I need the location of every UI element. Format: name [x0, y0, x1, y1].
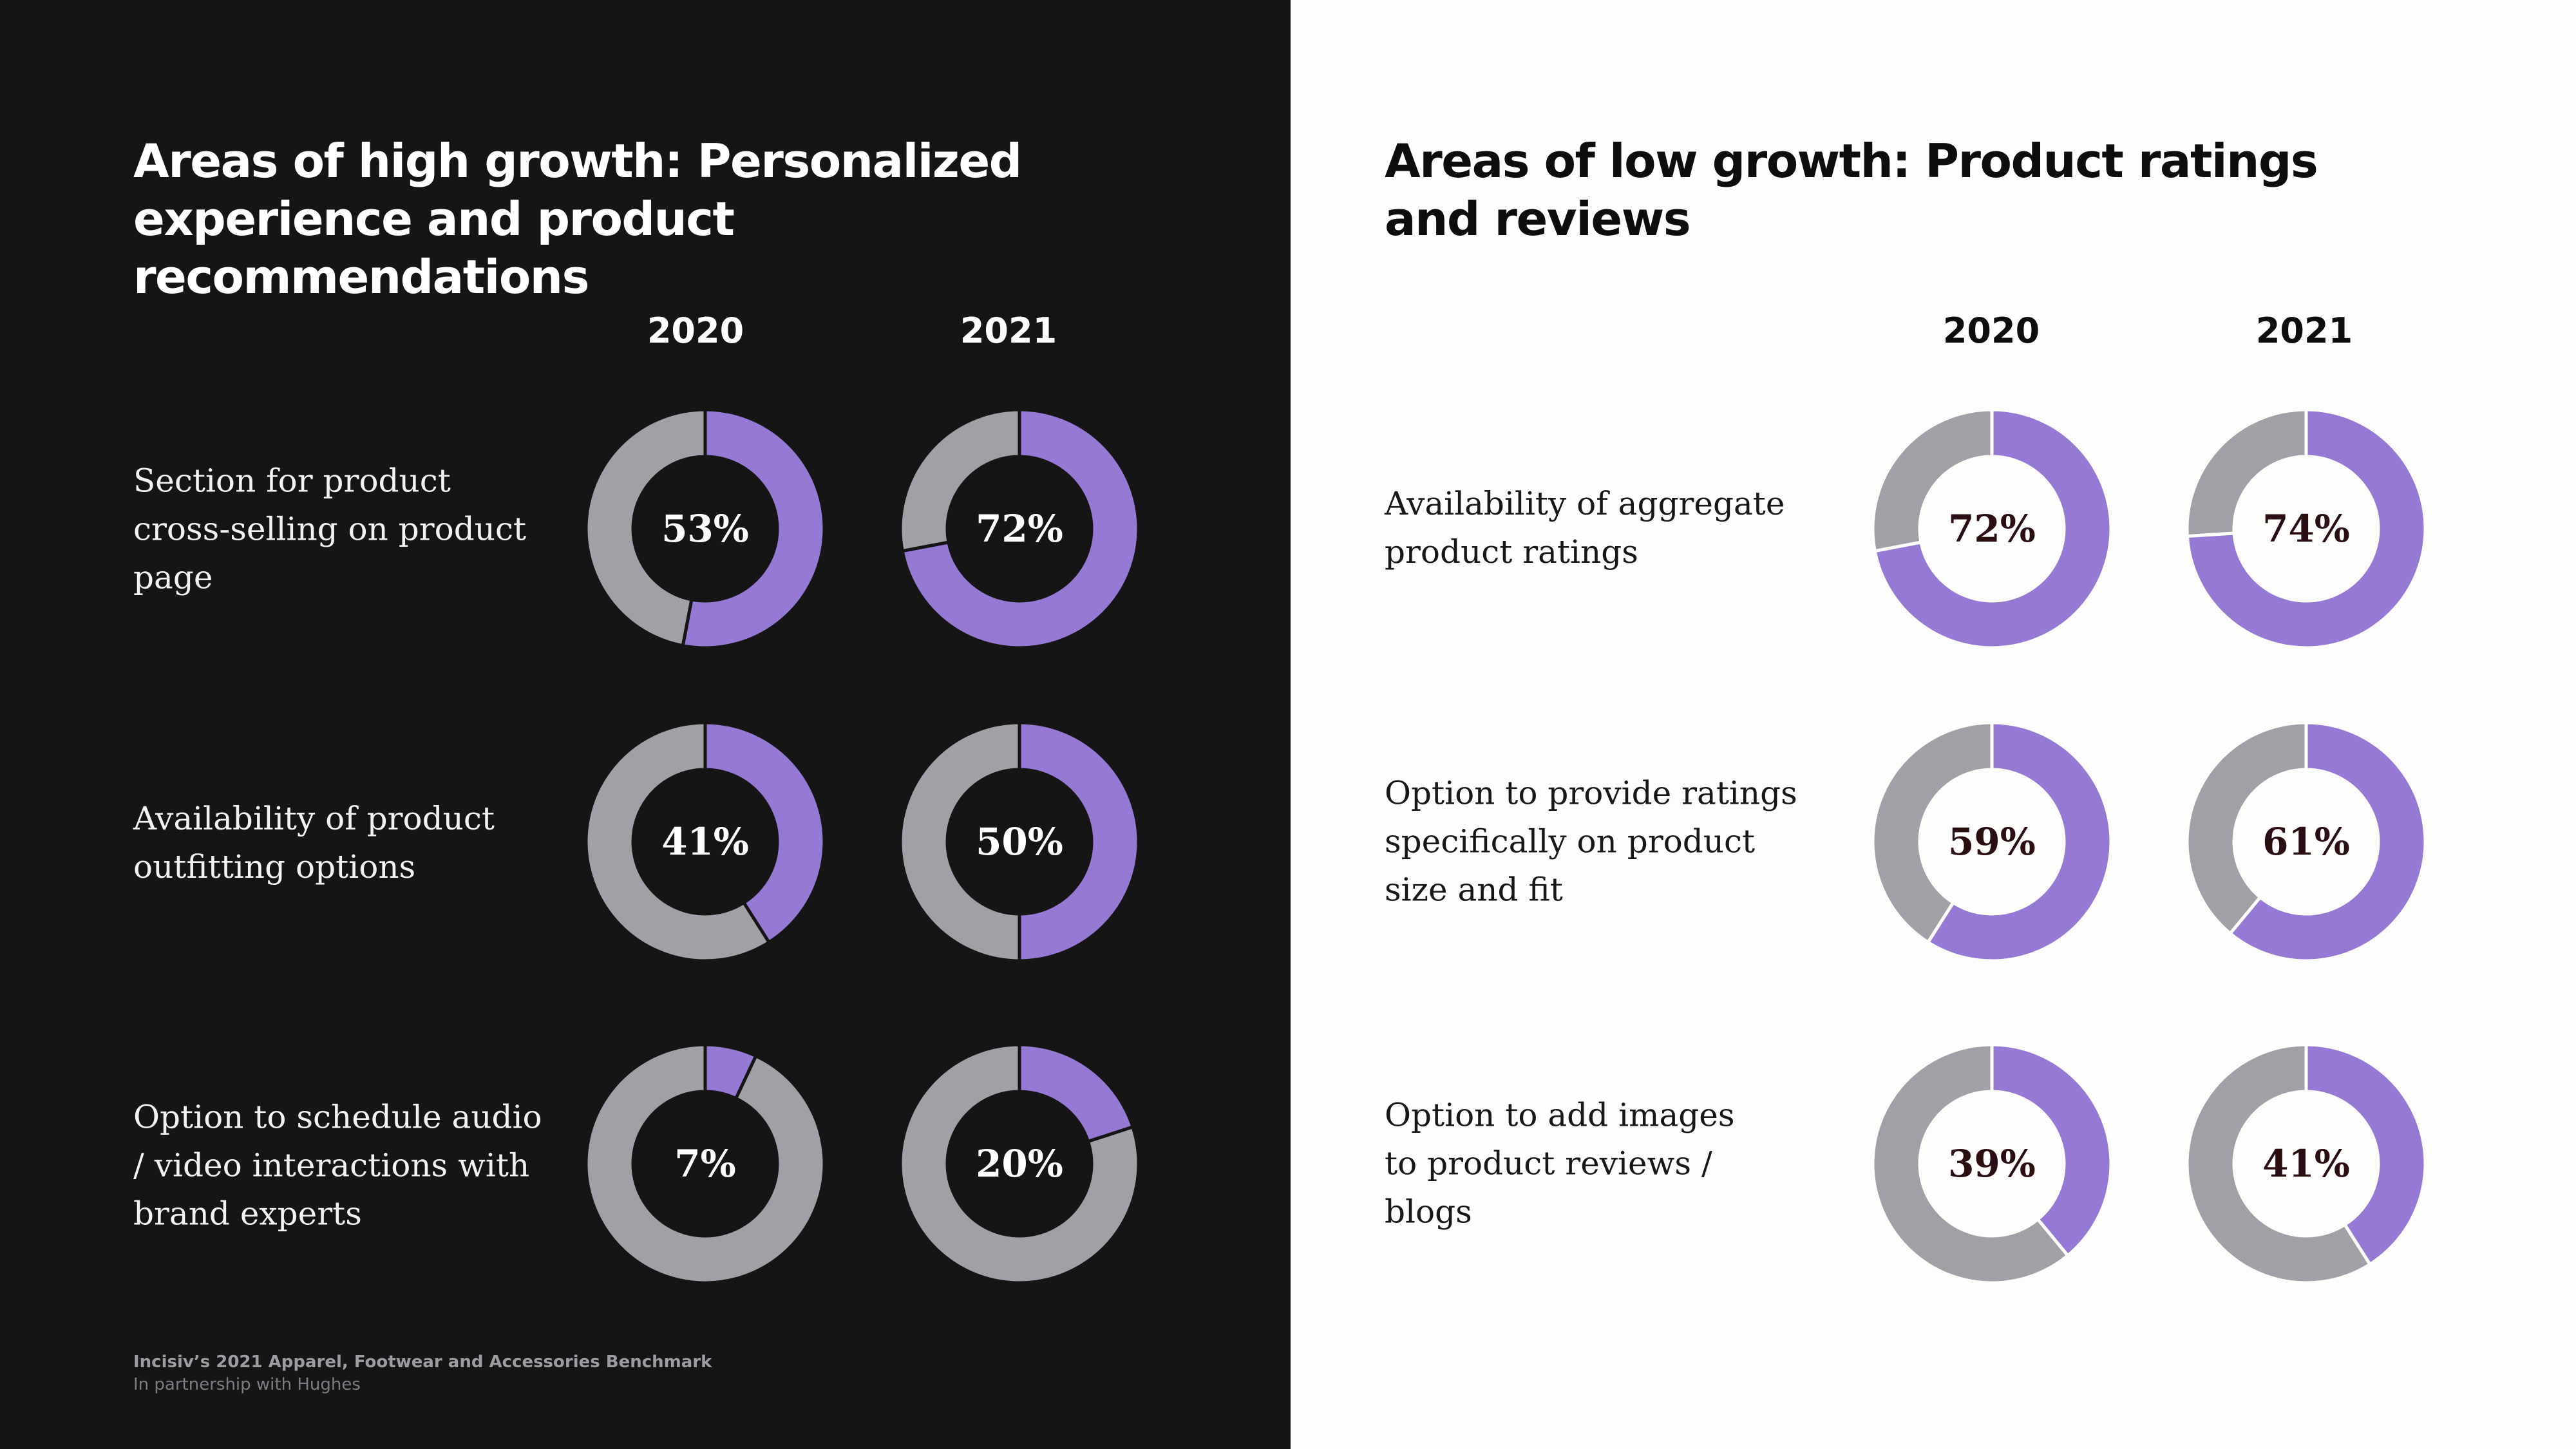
donut-value-label: 50%: [976, 820, 1063, 864]
donut-value-segment: [2304, 1043, 2427, 1267]
donut-value-label: 41%: [2262, 1142, 2350, 1186]
donut-ring: [1871, 408, 2113, 650]
donut-value-segment: [1873, 408, 2113, 650]
donut-chart: 39%: [1871, 1043, 2113, 1285]
donut-remainder-segment: [584, 721, 772, 963]
donut-ring: [2185, 721, 2427, 963]
donut-remainder-segment: [898, 408, 1021, 553]
donut-chart: 20%: [898, 1043, 1141, 1285]
donut-chart: 59%: [1871, 721, 2113, 963]
source-subtitle: In partnership with Hughes: [133, 1375, 361, 1394]
donut-value-segment: [2228, 721, 2427, 963]
donut-remainder-segment: [584, 1043, 826, 1285]
donut-ring: [1871, 721, 2113, 963]
donut-remainder-segment: [584, 408, 707, 648]
donut-ring: [584, 721, 826, 963]
low-growth-panel: Areas of low growth: Product ratings and…: [1291, 0, 2576, 1449]
high-growth-panel: Areas of high growth: Personalized exper…: [0, 0, 1291, 1449]
donut-value-label: 61%: [2262, 820, 2350, 864]
donut-remainder-segment: [898, 721, 1021, 963]
source-title: Incisiv’s 2021 Apparel, Footwear and Acc…: [133, 1352, 712, 1372]
donut-chart: 7%: [584, 1043, 826, 1285]
donut-chart: 53%: [584, 408, 826, 650]
donut-remainder-segment: [1871, 721, 1994, 945]
donut-ring: [1871, 1043, 2113, 1285]
donut-chart: 74%: [2185, 408, 2427, 650]
donut-remainder-segment: [1871, 1043, 2070, 1285]
donut-chart: 72%: [898, 408, 1141, 650]
donut-value-segment: [1018, 1043, 1135, 1144]
donut-value-segment: [681, 408, 826, 650]
donut-chart: 72%: [1871, 408, 2113, 650]
donut-value-segment: [1990, 1043, 2113, 1258]
row-label: Option to add images to product reviews …: [1385, 1096, 1735, 1231]
donut-remainder-segment: [1871, 408, 1994, 553]
column-header-2020: 2020: [1942, 310, 2040, 351]
donut-value-label: 72%: [1948, 507, 2036, 551]
row-label: Option to provide ratings specifically o…: [1385, 774, 1797, 909]
donut-ring: [898, 408, 1141, 650]
donut-value-segment: [1926, 721, 2113, 963]
donut-remainder-segment: [2185, 408, 2308, 538]
column-header-2020: 2020: [647, 310, 744, 351]
row-label: Availability of aggregate product rating…: [1385, 485, 1785, 571]
donut-remainder-segment: [2185, 721, 2308, 936]
donut-value-label: 39%: [1948, 1142, 2036, 1186]
donut-ring: [2185, 1043, 2427, 1285]
row-label: Availability of product outfitting optio…: [133, 800, 495, 886]
column-header-2021: 2021: [960, 310, 1057, 351]
panel-title: Areas of low growth: Product ratings and…: [1385, 134, 2318, 246]
donut-ring: [898, 1043, 1141, 1285]
donut-ring: [2185, 408, 2427, 650]
donut-value-segment: [1018, 721, 1141, 963]
donut-value-label: 41%: [661, 820, 749, 864]
donut-chart: 41%: [584, 721, 826, 963]
donut-ring: [584, 1043, 826, 1285]
donut-value-label: 72%: [976, 507, 1063, 551]
donut-value-label: 59%: [1948, 820, 2036, 864]
donut-ring: [584, 408, 826, 650]
donut-value-segment: [703, 1043, 759, 1101]
donut-remainder-segment: [898, 1043, 1141, 1285]
panel-title: Areas of high growth: Personalized exper…: [133, 134, 1022, 304]
donut-value-label: 7%: [674, 1142, 736, 1186]
donut-chart: 50%: [898, 721, 1141, 963]
donut-value-label: 20%: [976, 1142, 1063, 1186]
donut-chart: 41%: [2185, 1043, 2427, 1285]
donut-value-segment: [703, 721, 826, 945]
row-label: Section for product cross-selling on pro…: [133, 462, 527, 596]
row-label: Option to schedule audio / video interac…: [133, 1098, 542, 1233]
donut-value-segment: [900, 408, 1141, 650]
donut-value-label: 74%: [2262, 507, 2350, 551]
donut-value-label: 53%: [661, 507, 749, 551]
donut-value-segment: [2185, 408, 2427, 650]
column-header-2021: 2021: [2255, 310, 2353, 351]
donut-ring: [898, 721, 1141, 963]
donut-chart: 61%: [2185, 721, 2427, 963]
donut-remainder-segment: [2185, 1043, 2372, 1285]
